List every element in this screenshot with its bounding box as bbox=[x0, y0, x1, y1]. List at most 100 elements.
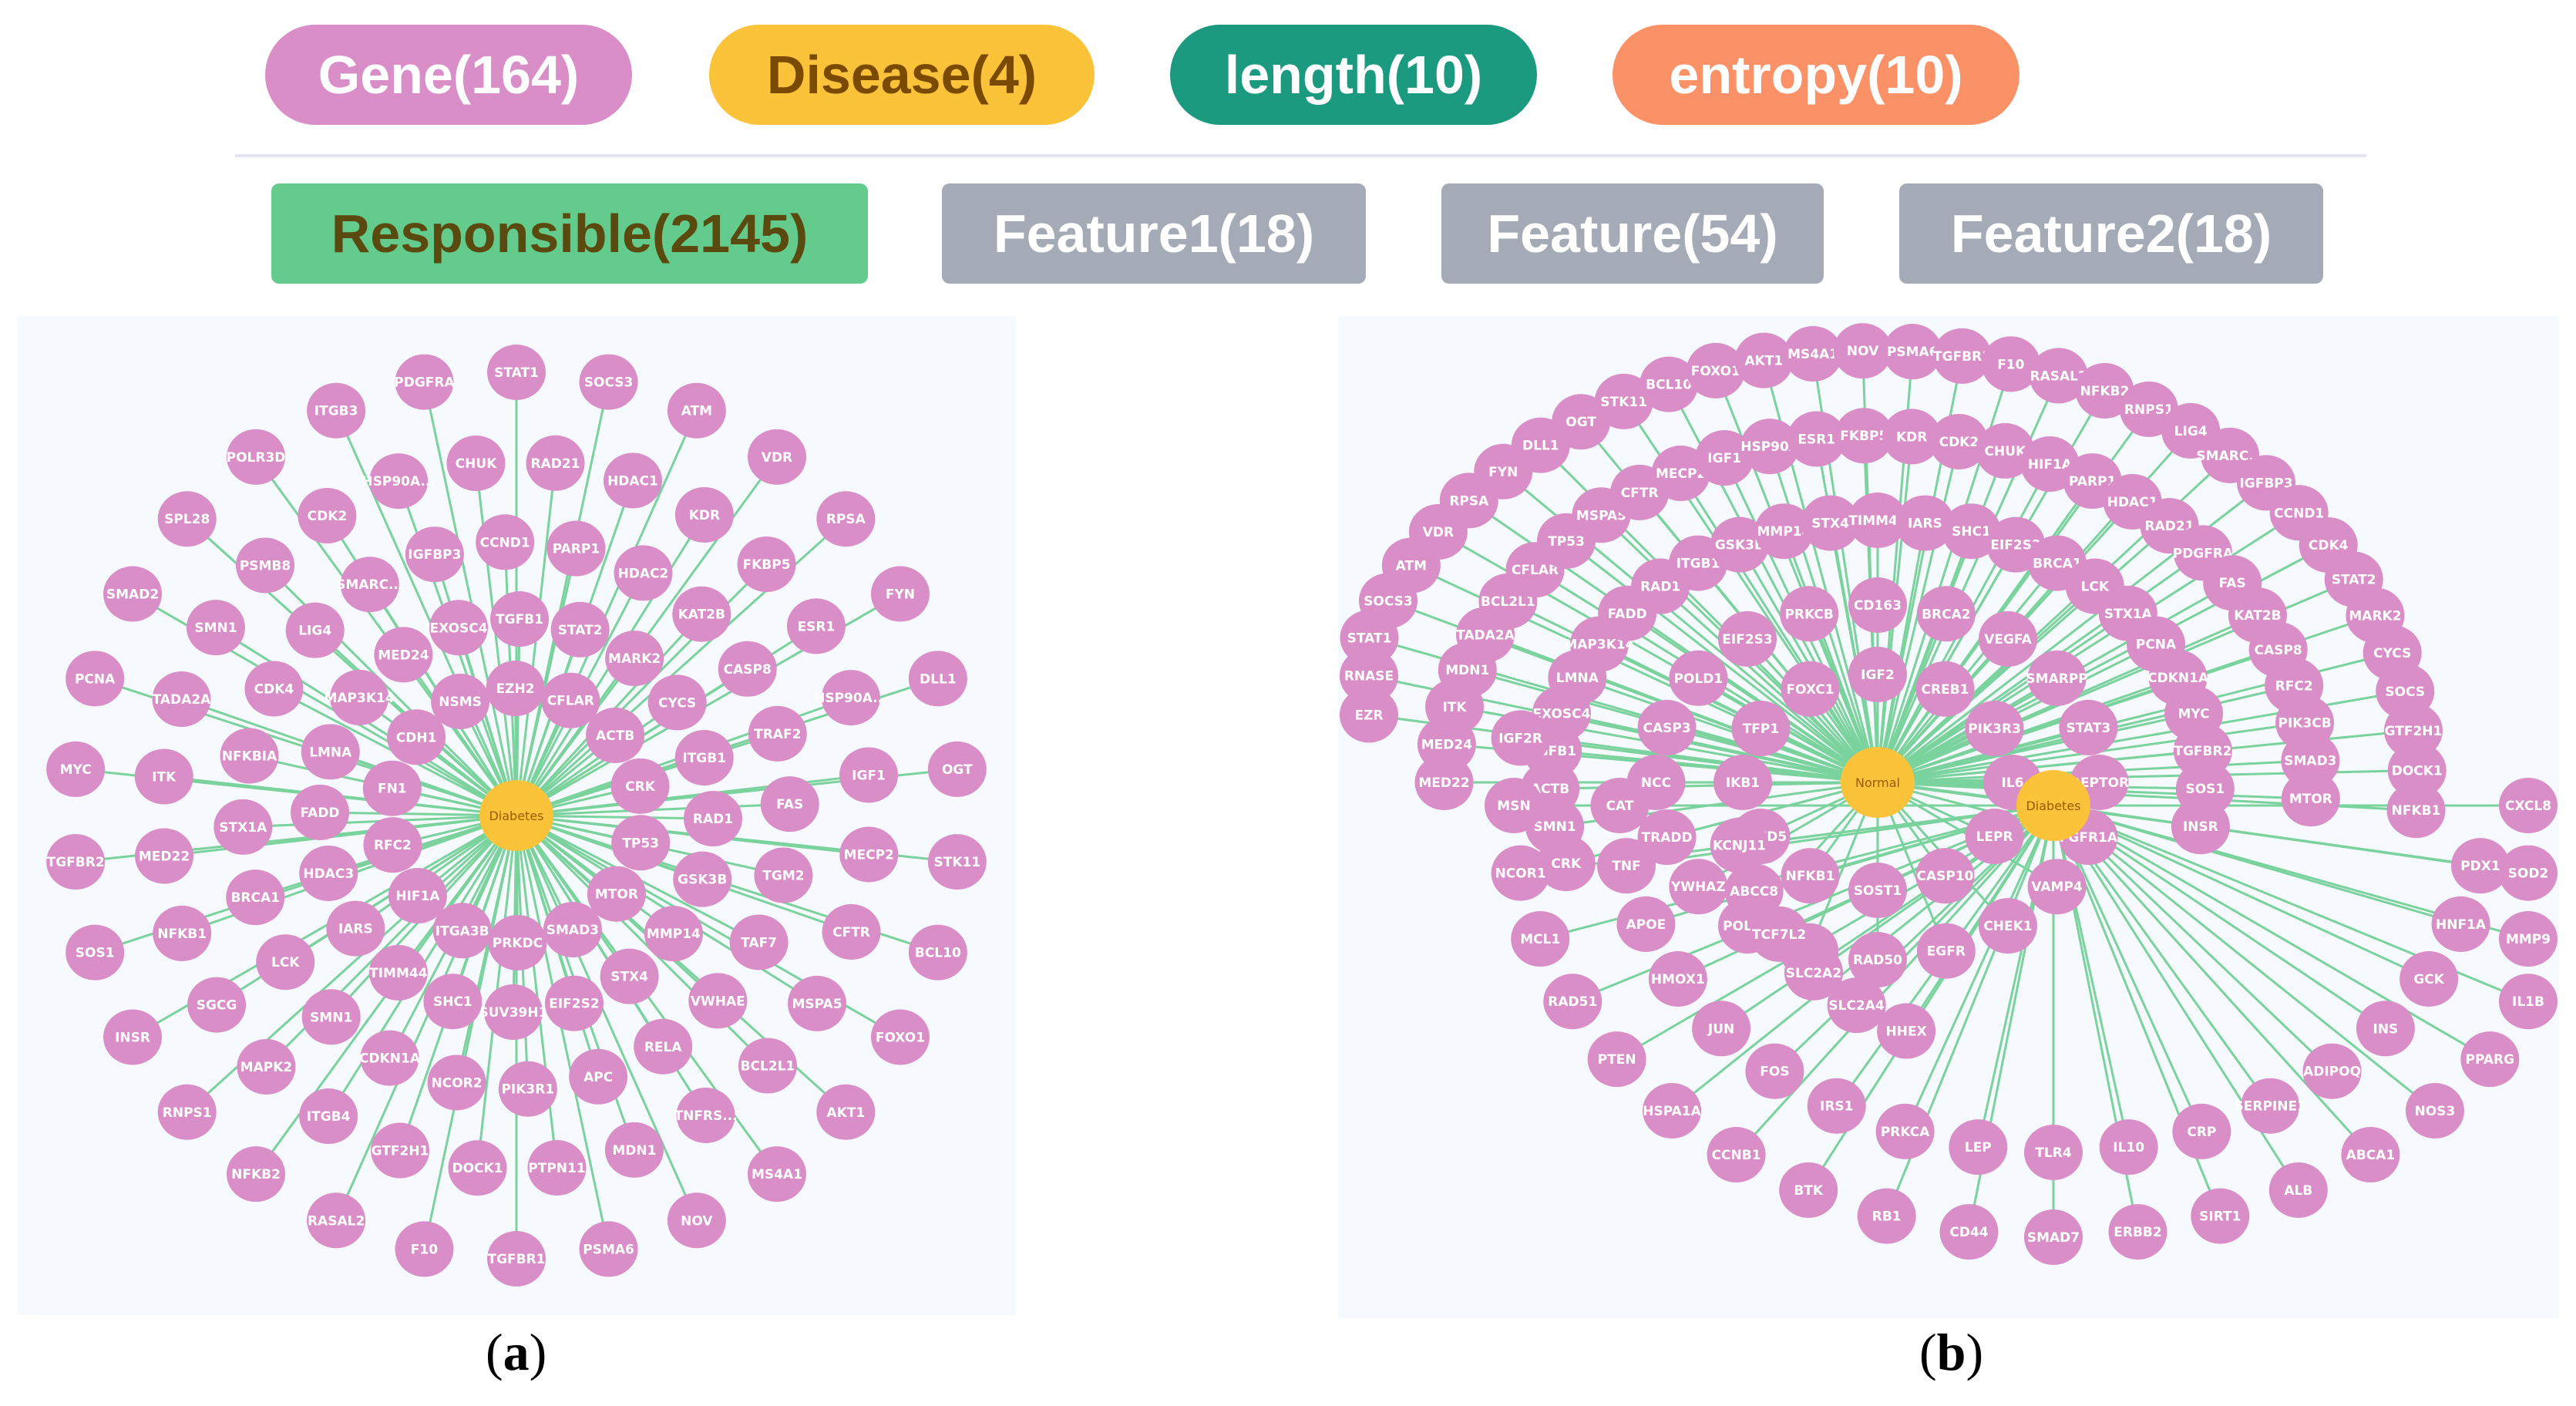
gene-node-circle[interactable] bbox=[299, 1088, 358, 1145]
gene-node[interactable]: NFKB1 bbox=[1781, 848, 1840, 904]
gene-node-circle[interactable] bbox=[927, 741, 987, 797]
gene-node[interactable]: CREB1 bbox=[1915, 661, 1975, 717]
gene-node[interactable]: CFTR bbox=[822, 903, 881, 960]
gene-node[interactable]: SHC1 bbox=[1942, 503, 2001, 560]
gene-node-circle[interactable] bbox=[1784, 944, 1843, 1001]
graph-a-canvas[interactable]: STAT1 SOCS3 ATM VDR RPSA FYN DLL1 OGT STK11 BCL10… bbox=[17, 316, 1016, 1315]
gene-node[interactable]: RELA bbox=[634, 1018, 693, 1075]
gene-node[interactable]: CXCL8 bbox=[2499, 778, 2558, 833]
gene-node[interactable]: HNF1A bbox=[2431, 896, 2490, 952]
gene-node-circle[interactable] bbox=[1511, 911, 1570, 967]
gene-node-circle[interactable] bbox=[1710, 516, 1769, 573]
gene-node[interactable]: CDKN1A bbox=[359, 1030, 421, 1086]
gene-node-circle[interactable] bbox=[605, 631, 664, 687]
gene-node-circle[interactable] bbox=[747, 429, 806, 485]
gene-node-circle[interactable] bbox=[429, 600, 489, 656]
gene-node-circle[interactable] bbox=[1710, 817, 1769, 873]
gene-node-circle[interactable] bbox=[157, 491, 217, 547]
gene-node[interactable]: NFKB2 bbox=[227, 1146, 286, 1202]
gene-node[interactable]: FOXC1 bbox=[1781, 661, 1840, 717]
gene-node-circle[interactable] bbox=[66, 651, 125, 707]
gene-node-circle[interactable] bbox=[214, 799, 273, 855]
gene-node-circle[interactable] bbox=[2027, 650, 2087, 706]
gene-node-circle[interactable] bbox=[152, 671, 211, 728]
graph-panel-b[interactable]: EZR RNASE STAT1 SOCS3 ATM VDR RPSA FYN DLL1 OGT ST… bbox=[1338, 316, 2559, 1318]
legend-disease-pill[interactable]: Disease(4) bbox=[709, 25, 1095, 125]
gene-node-circle[interactable] bbox=[237, 1038, 296, 1095]
gene-node-circle[interactable] bbox=[1597, 838, 1656, 894]
gene-node[interactable]: MED24 bbox=[374, 627, 433, 683]
gene-node-circle[interactable] bbox=[1883, 324, 1942, 380]
gene-node[interactable]: KDR bbox=[1882, 409, 1942, 465]
gene-node-circle[interactable] bbox=[368, 944, 428, 1001]
gene-node-circle[interactable] bbox=[2024, 1125, 2083, 1180]
gene-node-circle[interactable] bbox=[1848, 577, 1907, 633]
gene-node-circle[interactable] bbox=[1916, 586, 1976, 642]
gene-node[interactable]: ABCC8 bbox=[1724, 863, 1784, 920]
gene-node-circle[interactable] bbox=[362, 760, 422, 816]
gene-node[interactable]: DOCK1 bbox=[2387, 742, 2447, 799]
gene-node-circle[interactable] bbox=[363, 817, 422, 873]
gene-node[interactable]: MS4A1 bbox=[1784, 326, 1843, 382]
gene-node-circle[interactable] bbox=[2027, 859, 2087, 915]
gene-node[interactable]: CFLAR bbox=[541, 672, 600, 728]
gene-node-circle[interactable] bbox=[395, 354, 454, 410]
gene-node-circle[interactable] bbox=[1801, 495, 1860, 551]
gene-node[interactable]: ALB bbox=[2268, 1162, 2328, 1218]
gene-node-circle[interactable] bbox=[1587, 1031, 1646, 1088]
gene-node-circle[interactable] bbox=[2281, 732, 2340, 789]
gene-node[interactable]: FKBP5 bbox=[737, 536, 796, 593]
gene-node[interactable]: PPARG bbox=[2460, 1031, 2520, 1088]
gene-node[interactable]: IGF2R bbox=[1491, 710, 1550, 766]
gene-node-circle[interactable] bbox=[587, 866, 646, 922]
gene-node[interactable]: VDR bbox=[747, 429, 806, 485]
gene-node[interactable]: BCL10 bbox=[908, 924, 967, 980]
gene-node[interactable]: IL10 bbox=[2099, 1119, 2158, 1176]
gene-node-circle[interactable] bbox=[729, 914, 789, 970]
gene-node-circle[interactable] bbox=[1669, 859, 1728, 915]
disease-node-normal-circle[interactable] bbox=[1841, 747, 1915, 818]
gene-node-circle[interactable] bbox=[821, 670, 880, 726]
gene-node-circle[interactable] bbox=[822, 903, 881, 960]
gene-node[interactable]: EIF2S3 bbox=[1718, 610, 1777, 667]
gene-node[interactable]: IGF1 bbox=[839, 747, 898, 803]
gene-node[interactable]: RASAL2 bbox=[307, 1192, 366, 1249]
gene-node-circle[interactable] bbox=[2268, 1162, 2328, 1218]
gene-node[interactable]: MCL1 bbox=[1511, 911, 1570, 967]
gene-node-circle[interactable] bbox=[2108, 1204, 2167, 1260]
disease-node-normal[interactable]: Normal bbox=[1841, 747, 1915, 818]
gene-node-circle[interactable] bbox=[66, 924, 125, 980]
gene-node-circle[interactable] bbox=[1978, 610, 2037, 667]
gene-node[interactable]: EZH2 bbox=[486, 661, 545, 717]
disease-node-diabetes[interactable]: Diabetes bbox=[479, 780, 553, 851]
gene-node[interactable]: PIK3R3 bbox=[1965, 701, 2024, 756]
gene-node-circle[interactable] bbox=[610, 758, 670, 814]
gene-node-circle[interactable] bbox=[135, 828, 194, 884]
gene-node-circle[interactable] bbox=[1669, 650, 1728, 706]
gene-node[interactable]: SPL28 bbox=[157, 491, 217, 547]
gene-node-circle[interactable] bbox=[153, 905, 212, 961]
gene-node[interactable]: INS bbox=[2356, 1001, 2415, 1057]
gene-node[interactable]: PRKDC bbox=[488, 914, 547, 970]
gene-node[interactable]: NSMS bbox=[431, 673, 490, 729]
gene-node[interactable]: STX4 bbox=[600, 948, 659, 1004]
gene-node[interactable]: PDGFRA bbox=[394, 354, 455, 410]
gene-node-circle[interactable] bbox=[543, 902, 602, 958]
gene-node[interactable]: SLC2A4 bbox=[1827, 977, 1886, 1034]
gene-node[interactable]: INSR bbox=[103, 1009, 163, 1065]
gene-node[interactable]: TGFBR1 bbox=[487, 1231, 546, 1287]
gene-node[interactable]: RPSA bbox=[816, 491, 876, 547]
gene-node-circle[interactable] bbox=[103, 1009, 163, 1065]
gene-node[interactable]: KDR bbox=[674, 486, 734, 543]
gene-node[interactable]: KCNJ11 bbox=[1710, 817, 1769, 873]
gene-node[interactable]: DLL1 bbox=[908, 651, 967, 707]
gene-node[interactable]: CHEK1 bbox=[1978, 898, 2037, 954]
graph-panel-a[interactable]: STAT1 SOCS3 ATM VDR RPSA FYN DLL1 OGT STK11 BCL10… bbox=[17, 316, 1016, 1315]
gene-node-circle[interactable] bbox=[1594, 373, 1653, 429]
gene-node-circle[interactable] bbox=[2241, 1078, 2300, 1134]
gene-node-circle[interactable] bbox=[569, 1048, 628, 1105]
gene-node-circle[interactable] bbox=[2029, 348, 2088, 404]
gene-node[interactable]: STAT2 bbox=[550, 601, 610, 658]
gene-node-circle[interactable] bbox=[1916, 923, 1976, 979]
gene-node[interactable]: SMN1 bbox=[301, 989, 361, 1045]
